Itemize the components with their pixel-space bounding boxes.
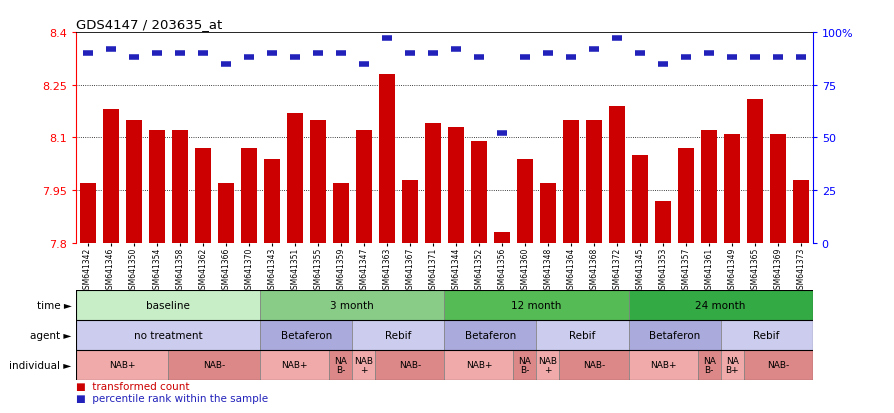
Bar bbox=[125, 121, 141, 243]
Bar bbox=[309, 121, 325, 243]
Bar bbox=[76, 291, 260, 320]
Bar bbox=[76, 320, 260, 350]
Bar bbox=[260, 291, 443, 320]
Text: 24 month: 24 month bbox=[695, 301, 745, 311]
Text: NAB-: NAB- bbox=[203, 361, 225, 370]
Text: NAB+: NAB+ bbox=[465, 361, 492, 370]
Text: ■  transformed count: ■ transformed count bbox=[76, 381, 190, 391]
Bar bbox=[746, 100, 763, 243]
Bar bbox=[168, 350, 260, 380]
Text: NA
B+: NA B+ bbox=[724, 356, 738, 374]
Bar bbox=[443, 291, 628, 320]
Bar bbox=[678, 149, 694, 243]
Bar bbox=[743, 350, 812, 380]
Bar bbox=[401, 180, 417, 243]
Bar bbox=[240, 149, 257, 243]
Bar bbox=[628, 320, 720, 350]
Text: individual ►: individual ► bbox=[9, 360, 72, 370]
Text: 12 month: 12 month bbox=[510, 301, 561, 311]
Text: no treatment: no treatment bbox=[134, 330, 202, 340]
Text: NAB-: NAB- bbox=[766, 361, 789, 370]
Bar bbox=[260, 320, 352, 350]
Text: NAB-: NAB- bbox=[582, 361, 604, 370]
Text: 3 month: 3 month bbox=[330, 301, 374, 311]
Bar bbox=[720, 320, 812, 350]
Text: time ►: time ► bbox=[37, 301, 72, 311]
Bar bbox=[443, 320, 536, 350]
Text: NA
B-: NA B- bbox=[518, 356, 531, 374]
Bar bbox=[470, 142, 486, 243]
Bar bbox=[493, 233, 510, 243]
Text: Betaferon: Betaferon bbox=[281, 330, 332, 340]
Text: NAB+: NAB+ bbox=[109, 361, 135, 370]
Text: ■  percentile rank within the sample: ■ percentile rank within the sample bbox=[76, 393, 268, 403]
Bar bbox=[375, 350, 443, 380]
Text: NAB+: NAB+ bbox=[649, 361, 676, 370]
Text: NAB
+: NAB + bbox=[538, 356, 557, 374]
Bar bbox=[194, 149, 210, 243]
Text: Betaferon: Betaferon bbox=[648, 330, 699, 340]
Bar bbox=[608, 107, 624, 243]
Bar bbox=[513, 350, 536, 380]
Text: Rebif: Rebif bbox=[569, 330, 595, 340]
Bar bbox=[696, 350, 720, 380]
Bar bbox=[352, 350, 375, 380]
Bar bbox=[333, 184, 349, 243]
Bar bbox=[517, 159, 533, 243]
Bar bbox=[172, 131, 188, 243]
Bar bbox=[378, 75, 394, 243]
Bar bbox=[352, 320, 443, 350]
Bar bbox=[586, 121, 602, 243]
Text: NAB
+: NAB + bbox=[354, 356, 373, 374]
Bar bbox=[628, 291, 812, 320]
Bar bbox=[792, 180, 808, 243]
Text: Rebif: Rebif bbox=[384, 330, 411, 340]
Bar bbox=[628, 350, 696, 380]
Bar bbox=[329, 350, 352, 380]
Bar bbox=[217, 184, 233, 243]
Bar bbox=[720, 350, 743, 380]
Text: Rebif: Rebif bbox=[753, 330, 779, 340]
Bar bbox=[260, 350, 329, 380]
Text: baseline: baseline bbox=[146, 301, 190, 311]
Bar bbox=[536, 350, 559, 380]
Bar bbox=[700, 131, 716, 243]
Text: NAB-: NAB- bbox=[398, 361, 420, 370]
Bar bbox=[631, 156, 647, 243]
Bar bbox=[148, 131, 164, 243]
Bar bbox=[80, 184, 96, 243]
Text: NA
B-: NA B- bbox=[702, 356, 714, 374]
Bar bbox=[103, 110, 119, 243]
Text: NA
B-: NA B- bbox=[334, 356, 347, 374]
Bar bbox=[425, 124, 441, 243]
Text: GDS4147 / 203635_at: GDS4147 / 203635_at bbox=[76, 17, 222, 31]
Bar bbox=[355, 131, 371, 243]
Bar bbox=[286, 114, 302, 243]
Bar bbox=[76, 350, 168, 380]
Bar bbox=[559, 350, 628, 380]
Text: agent ►: agent ► bbox=[30, 330, 72, 340]
Bar bbox=[443, 350, 513, 380]
Bar bbox=[654, 201, 670, 243]
Text: Betaferon: Betaferon bbox=[464, 330, 516, 340]
Bar bbox=[562, 121, 578, 243]
Bar bbox=[769, 135, 785, 243]
Bar bbox=[723, 135, 739, 243]
Bar bbox=[264, 159, 280, 243]
Bar bbox=[447, 128, 463, 243]
Bar bbox=[539, 184, 555, 243]
Bar bbox=[536, 320, 628, 350]
Text: NAB+: NAB+ bbox=[282, 361, 308, 370]
